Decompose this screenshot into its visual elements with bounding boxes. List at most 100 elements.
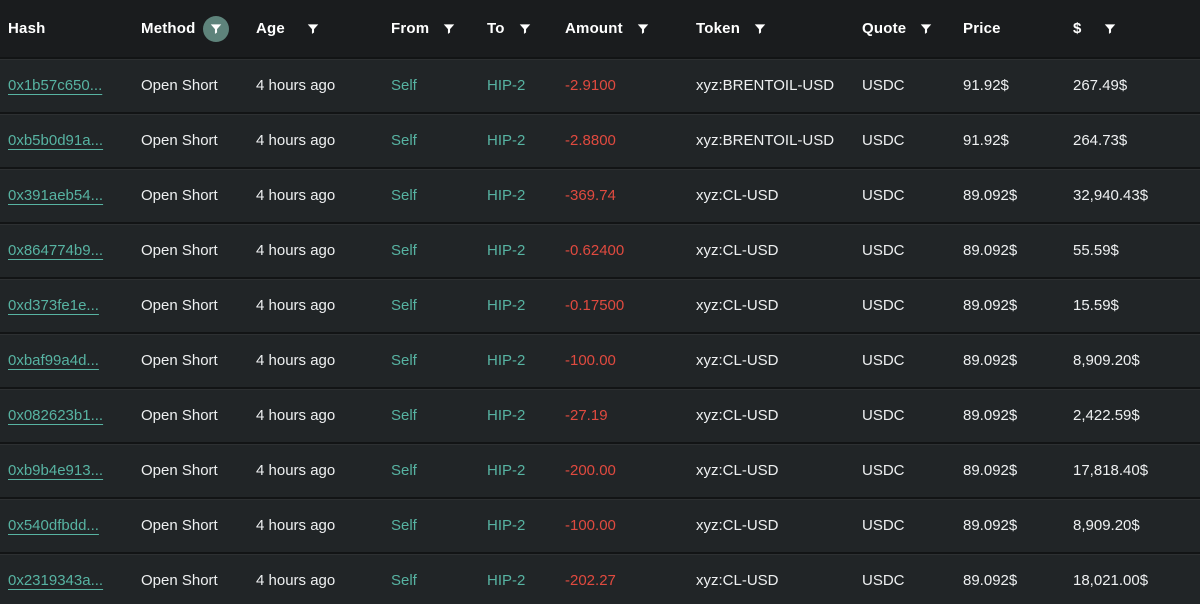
cell-price: 91.92$ <box>963 77 1073 94</box>
column-header-amount: Amount <box>565 16 696 42</box>
tx-hash-link[interactable]: 0xb9b4e913... <box>8 462 104 479</box>
filter-icon-to[interactable] <box>512 16 538 42</box>
quote-value: USDC <box>862 407 905 424</box>
price-value: 91.92$ <box>963 77 1009 94</box>
from-link[interactable]: Self <box>391 572 417 589</box>
cell-quote: USDC <box>862 132 963 149</box>
filter-icon-age[interactable] <box>300 16 326 42</box>
filter-icon-quote[interactable] <box>913 16 939 42</box>
age-value: 4 hours ago <box>256 407 336 424</box>
token-value: xyz:CL-USD <box>696 187 779 204</box>
filter-icon-amount[interactable] <box>630 16 656 42</box>
table-header: Hash Method Age From To Amount Token Quote Price… <box>0 0 1200 57</box>
table-row: 0x082623b1... Open Short 4 hours ago Self HI… <box>0 387 1200 442</box>
cell-token: xyz:CL-USD <box>696 517 862 534</box>
to-link[interactable]: HIP-2 <box>487 352 526 369</box>
from-link[interactable]: Self <box>391 242 417 259</box>
price-value: 89.092$ <box>963 517 1018 534</box>
table-row: 0x540dfbdd... Open Short 4 hours ago Self HI… <box>0 497 1200 552</box>
tx-hash-link[interactable]: 0xbaf99a4d... <box>8 352 99 369</box>
cell-method: Open Short <box>141 517 256 534</box>
tx-hash-link[interactable]: 0x864774b9... <box>8 242 104 259</box>
amount-value: -202.27 <box>565 572 616 589</box>
cell-method: Open Short <box>141 572 256 589</box>
cell-token: xyz:CL-USD <box>696 352 862 369</box>
quote-value: USDC <box>862 572 905 589</box>
cell-hash: 0x1b57c650... <box>8 77 141 94</box>
cell-price: 89.092$ <box>963 572 1073 589</box>
column-label-price: Price <box>963 20 1001 37</box>
filter-icon-from[interactable] <box>436 16 462 42</box>
cell-to: HIP-2 <box>487 407 565 424</box>
cell-quote: USDC <box>862 407 963 424</box>
to-link[interactable]: HIP-2 <box>487 187 526 204</box>
cell-amount: -0.62400 <box>565 242 696 259</box>
usd-value: 17,818.40$ <box>1073 462 1149 479</box>
to-link[interactable]: HIP-2 <box>487 572 526 589</box>
cell-hash: 0x2319343a... <box>8 572 141 589</box>
to-link[interactable]: HIP-2 <box>487 132 526 149</box>
to-link[interactable]: HIP-2 <box>487 462 526 479</box>
age-value: 4 hours ago <box>256 352 336 369</box>
cell-quote: USDC <box>862 242 963 259</box>
quote-value: USDC <box>862 352 905 369</box>
tx-hash-link[interactable]: 0x1b57c650... <box>8 77 103 94</box>
column-header-method: Method <box>141 15 256 42</box>
cell-from: Self <box>391 297 487 314</box>
from-link[interactable]: Self <box>391 132 417 149</box>
table-row: 0x391aeb54... Open Short 4 hours ago Self HI… <box>0 167 1200 222</box>
from-link[interactable]: Self <box>391 297 417 314</box>
filter-icon-method[interactable] <box>202 15 229 42</box>
cell-price: 91.92$ <box>963 132 1073 149</box>
tx-hash-link[interactable]: 0x2319343a... <box>8 572 104 589</box>
to-link[interactable]: HIP-2 <box>487 297 526 314</box>
cell-method: Open Short <box>141 352 256 369</box>
cell-to: HIP-2 <box>487 352 565 369</box>
amount-value: -2.9100 <box>565 77 616 94</box>
tx-hash-link[interactable]: 0x391aeb54... <box>8 187 104 204</box>
from-link[interactable]: Self <box>391 407 417 424</box>
from-link[interactable]: Self <box>391 352 417 369</box>
cell-to: HIP-2 <box>487 517 565 534</box>
cell-hash: 0x540dfbdd... <box>8 517 141 534</box>
to-link[interactable]: HIP-2 <box>487 407 526 424</box>
to-link[interactable]: HIP-2 <box>487 77 526 94</box>
usd-value: 15.59$ <box>1073 297 1119 314</box>
token-value: xyz:BRENTOIL-USD <box>696 132 835 149</box>
cell-quote: USDC <box>862 462 963 479</box>
cell-age: 4 hours ago <box>256 572 391 589</box>
filter-icon-token[interactable] <box>747 16 773 42</box>
column-header-token: Token <box>696 16 862 42</box>
price-value: 89.092$ <box>963 572 1018 589</box>
from-link[interactable]: Self <box>391 187 417 204</box>
cell-to: HIP-2 <box>487 462 565 479</box>
to-link[interactable]: HIP-2 <box>487 242 526 259</box>
cell-method: Open Short <box>141 242 256 259</box>
from-link[interactable]: Self <box>391 77 417 94</box>
cell-quote: USDC <box>862 187 963 204</box>
tx-hash-link[interactable]: 0x540dfbdd... <box>8 517 99 534</box>
cell-token: xyz:CL-USD <box>696 407 862 424</box>
tx-hash-link[interactable]: 0x082623b1... <box>8 407 104 424</box>
cell-age: 4 hours ago <box>256 352 391 369</box>
cell-to: HIP-2 <box>487 297 565 314</box>
cell-age: 4 hours ago <box>256 297 391 314</box>
cell-hash: 0xb9b4e913... <box>8 462 141 479</box>
from-link[interactable]: Self <box>391 462 417 479</box>
table-row: 0x2319343a... Open Short 4 hours ago Self HI… <box>0 552 1200 604</box>
quote-value: USDC <box>862 517 905 534</box>
cell-hash: 0x391aeb54... <box>8 187 141 204</box>
tx-hash-link[interactable]: 0xb5b0d91a... <box>8 132 104 149</box>
quote-value: USDC <box>862 77 905 94</box>
filter-icon-usd[interactable] <box>1097 16 1123 42</box>
from-link[interactable]: Self <box>391 517 417 534</box>
column-header-from: From <box>391 16 487 42</box>
price-value: 89.092$ <box>963 352 1018 369</box>
column-label-from: From <box>391 20 430 37</box>
tx-hash-link[interactable]: 0xd373fe1e... <box>8 297 99 314</box>
to-link[interactable]: HIP-2 <box>487 517 526 534</box>
amount-value: -2.8800 <box>565 132 616 149</box>
age-value: 4 hours ago <box>256 572 336 589</box>
cell-amount: -27.19 <box>565 407 696 424</box>
